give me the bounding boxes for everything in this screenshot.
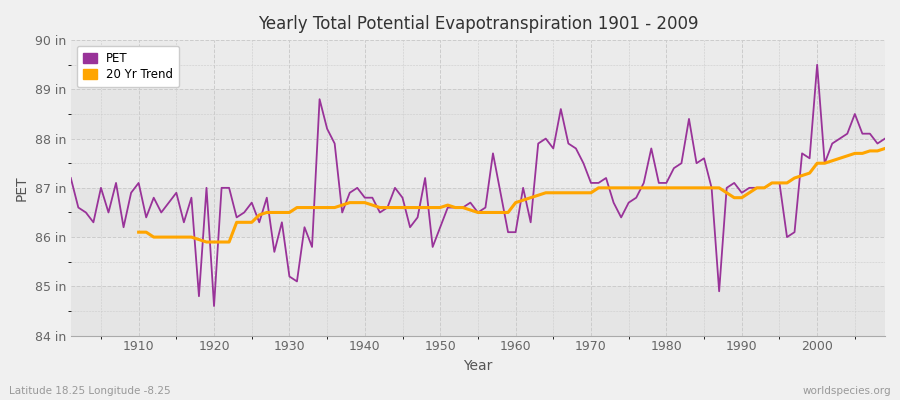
Line: PET: PET	[71, 65, 885, 306]
20 Yr Trend	[850, 151, 860, 156]
20 Yr Trend	[284, 210, 295, 215]
Line: 20 Yr Trend: 20 Yr Trend	[139, 148, 885, 242]
20 Yr Trend	[586, 190, 597, 195]
PET	[510, 230, 521, 234]
20 Yr Trend	[133, 230, 144, 234]
20 Yr Trend	[526, 195, 536, 200]
20 Yr Trend	[314, 205, 325, 210]
PET	[345, 190, 356, 195]
20 Yr Trend	[201, 240, 212, 244]
Bar	[71, 89, 885, 139]
20 Yr Trend	[879, 146, 890, 151]
Bar	[71, 188, 885, 237]
PET	[126, 190, 137, 195]
Title: Yearly Total Potential Evapotranspiration 1901 - 2009: Yearly Total Potential Evapotranspiratio…	[257, 15, 698, 33]
Legend: PET, 20 Yr Trend: PET, 20 Yr Trend	[76, 46, 179, 87]
Text: Latitude 18.25 Longitude -8.25: Latitude 18.25 Longitude -8.25	[9, 386, 171, 396]
Y-axis label: PET: PET	[15, 175, 29, 201]
PET	[299, 225, 310, 230]
X-axis label: Year: Year	[464, 359, 492, 373]
PET	[518, 186, 528, 190]
PET	[812, 62, 823, 67]
PET	[209, 304, 220, 308]
PET	[879, 136, 890, 141]
20 Yr Trend	[827, 158, 838, 163]
Bar	[71, 286, 885, 336]
Text: worldspecies.org: worldspecies.org	[803, 386, 891, 396]
PET	[66, 176, 77, 180]
PET	[608, 200, 619, 205]
